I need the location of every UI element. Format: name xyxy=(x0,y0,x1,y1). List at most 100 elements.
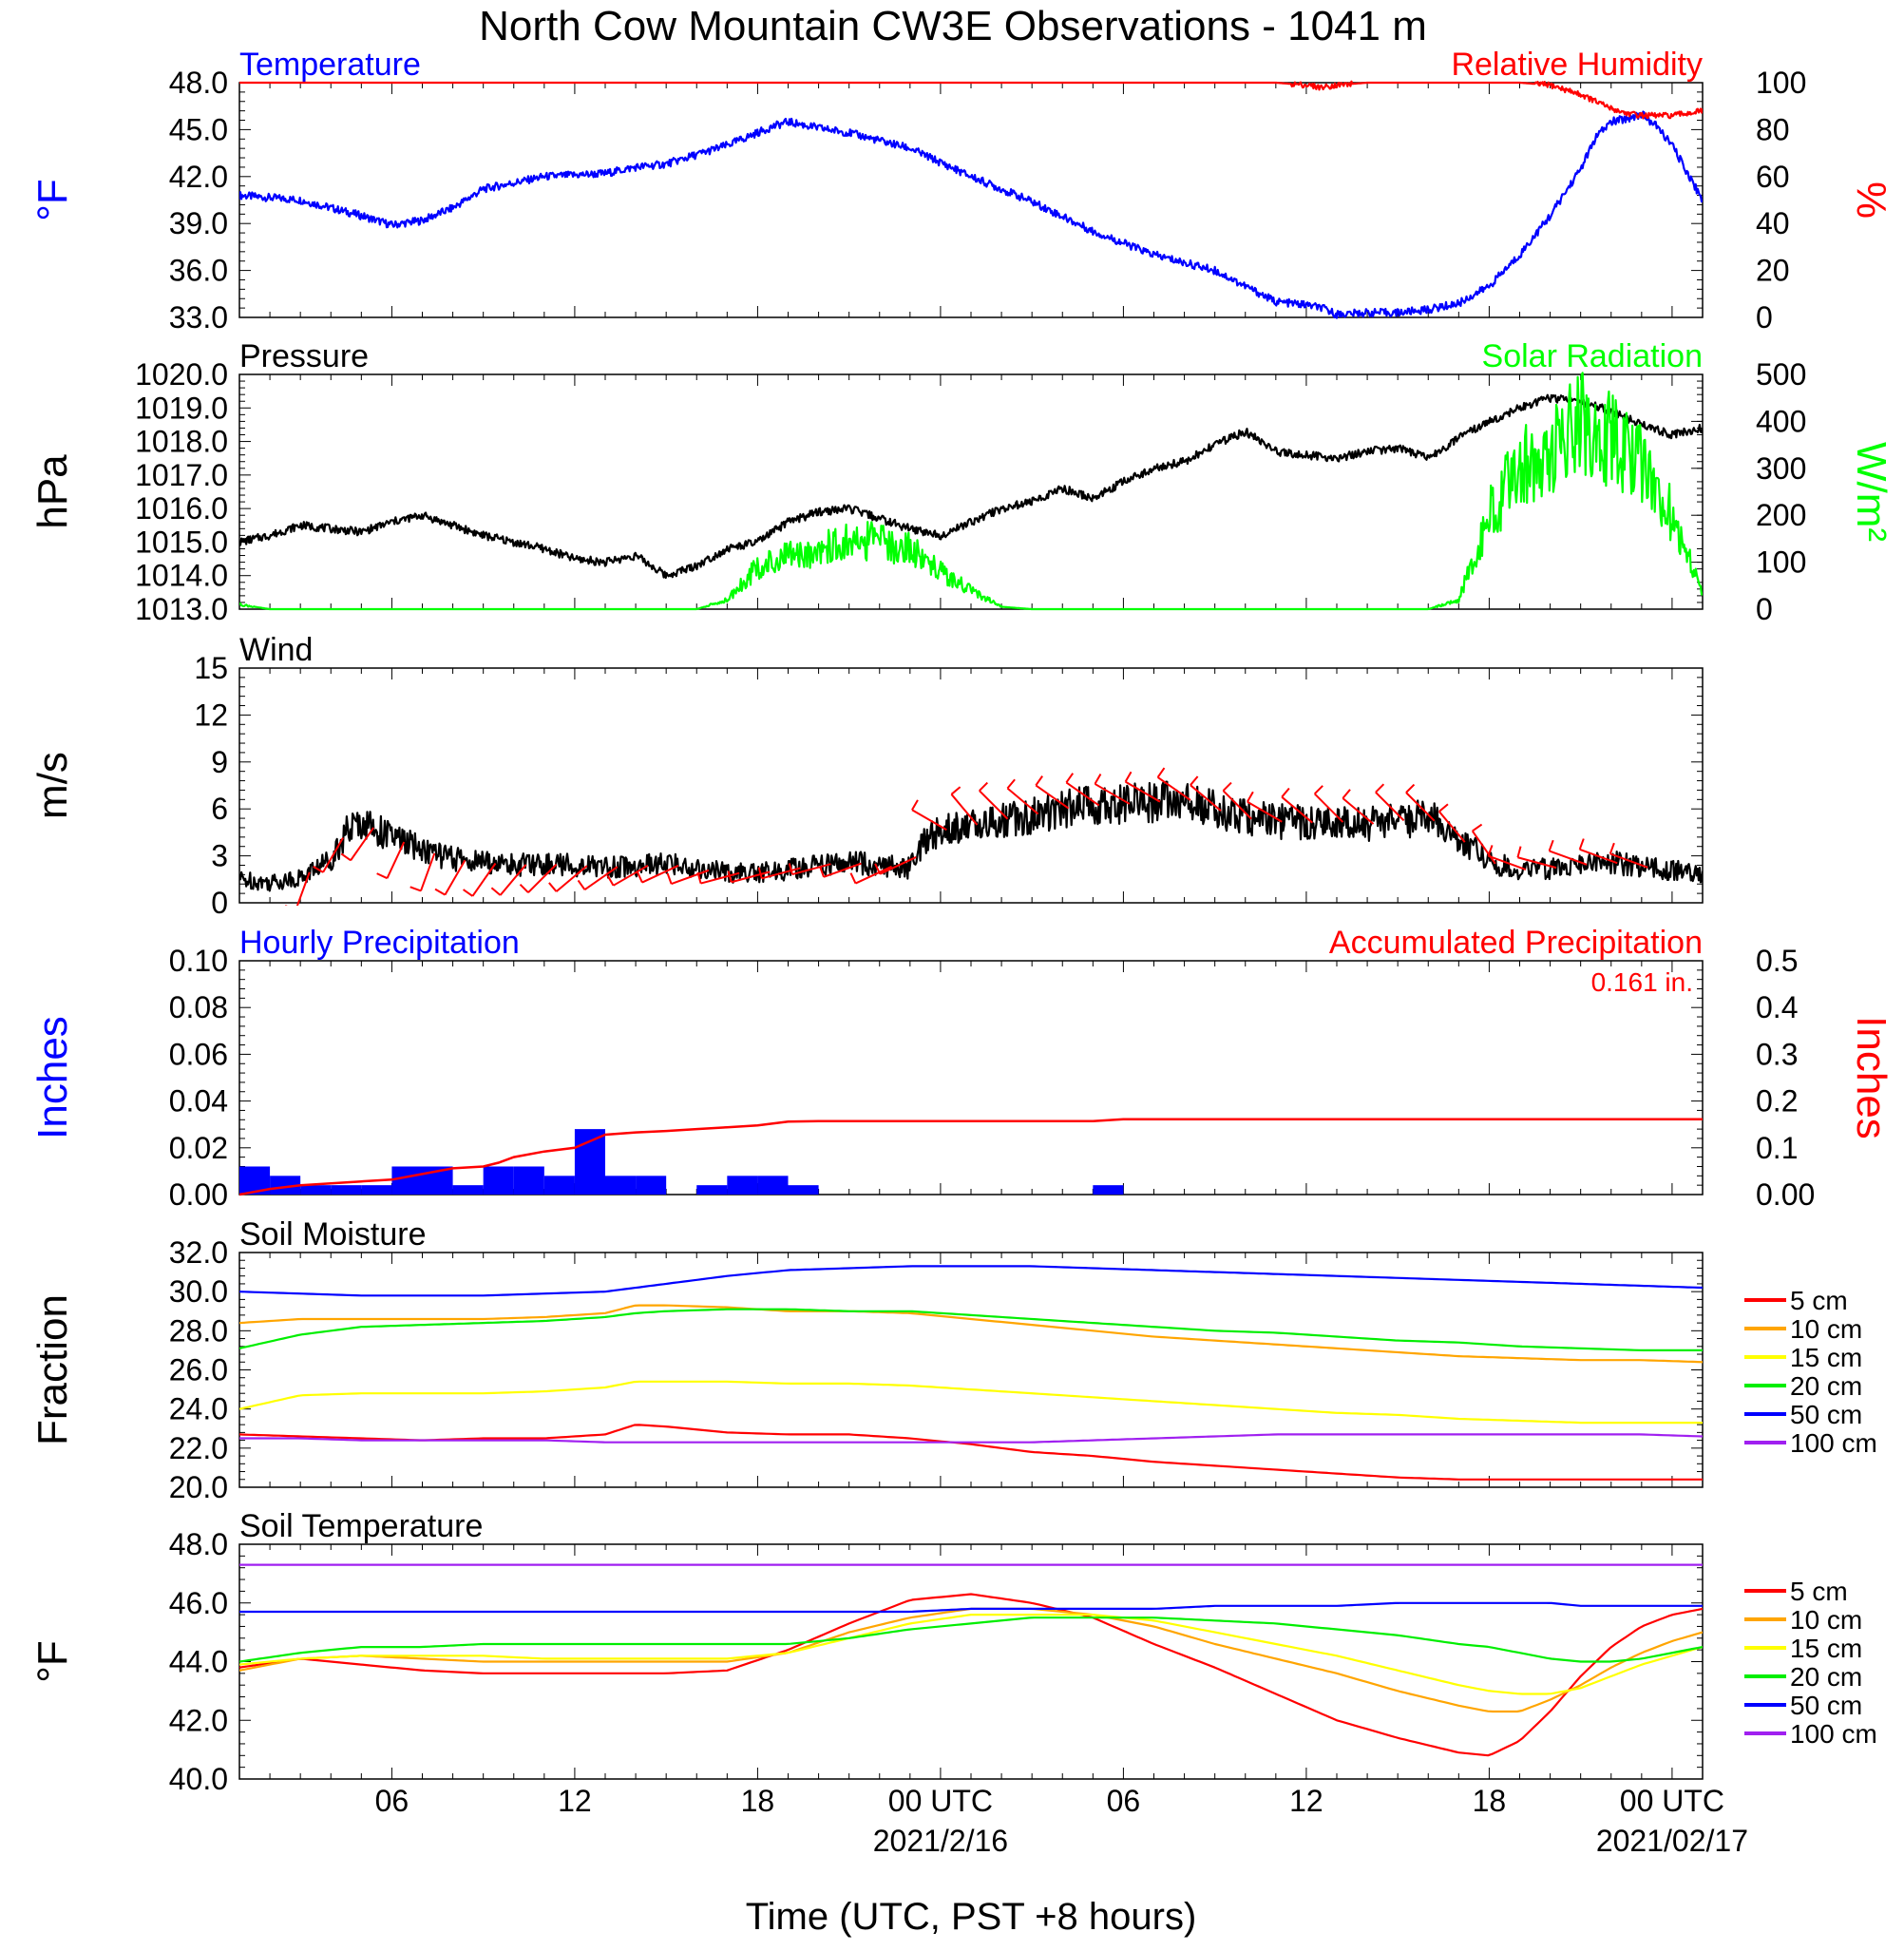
wind-barb xyxy=(950,794,979,826)
wind-barb-flag xyxy=(1516,846,1522,858)
wind-barb xyxy=(791,863,831,875)
wind-barb xyxy=(1375,791,1405,822)
wind-barb xyxy=(1125,780,1161,803)
wind-barb xyxy=(322,836,344,873)
wind-barb-flag xyxy=(849,872,857,884)
wind-barb-flag xyxy=(340,852,352,862)
series-relative-humidity xyxy=(239,80,1703,120)
precip-bar xyxy=(696,1185,728,1195)
y-tick-label-right: 400 xyxy=(1756,404,1806,438)
wind-barb xyxy=(1222,790,1252,820)
panel-right-title: Relative Humidity xyxy=(1451,47,1703,83)
precip-bar xyxy=(270,1176,301,1195)
y-tick-label-left: 0.02 xyxy=(169,1131,228,1165)
y-tick-label-left: 36.0 xyxy=(169,254,228,288)
chart-title: North Cow Mountain CW3E Observations - 1… xyxy=(479,3,1427,49)
wind-barb xyxy=(1549,850,1588,866)
wind-barb-flag xyxy=(696,871,702,884)
precip-bar xyxy=(300,1185,332,1195)
accumulated-total-label: 0.161 in. xyxy=(1591,967,1693,997)
wind-barb-flag xyxy=(285,905,288,906)
wind-barb-flag xyxy=(911,799,919,811)
panel-left-title: Soil Moisture xyxy=(239,1216,427,1253)
y-tick-label-left: 6 xyxy=(211,792,228,826)
y-tick-label-right: 0.1 xyxy=(1756,1131,1798,1165)
precip-bar xyxy=(543,1176,575,1195)
wind-barb-flag xyxy=(519,883,529,893)
panel-left-title: Temperature xyxy=(239,47,421,83)
wind-barb-flag xyxy=(1548,839,1554,851)
wind-barb xyxy=(420,852,436,891)
wind-barb-flag xyxy=(1487,845,1494,857)
plot-area xyxy=(239,1118,1703,1196)
y-tick-label-right: 100 xyxy=(1756,66,1806,100)
series-20-cm xyxy=(239,1308,1703,1351)
wind-barb xyxy=(855,865,893,885)
wind-barb xyxy=(1190,784,1222,812)
y-tick-label-left: 30.0 xyxy=(169,1274,228,1309)
wind-barb xyxy=(613,864,649,887)
y-tick-label-left: 1016.0 xyxy=(135,491,228,526)
y-tick-label-right: 0.2 xyxy=(1756,1084,1798,1119)
wind-barb xyxy=(295,871,311,906)
y-tick-label-right: 200 xyxy=(1756,498,1806,532)
y-tick-label-left: 1020.0 xyxy=(135,357,228,392)
wind-barb xyxy=(471,862,497,897)
wind-barb xyxy=(1247,800,1283,823)
wind-barb xyxy=(879,856,917,875)
wind-barb xyxy=(761,867,801,880)
plot-area xyxy=(239,80,1703,319)
wind-barb-flag xyxy=(409,886,422,892)
x-tick-label: 06 xyxy=(1107,1784,1141,1818)
wind-barb xyxy=(386,841,406,879)
panel-left-title: Pressure xyxy=(239,338,369,374)
x-date-label: 2021/2/16 xyxy=(873,1824,1008,1858)
y-tick-label-right: 0.00 xyxy=(1756,1177,1815,1212)
y-tick-label-left: 22.0 xyxy=(169,1431,228,1465)
wind-barb-flag xyxy=(490,887,502,896)
wind-barb xyxy=(700,871,740,885)
wind-barb xyxy=(1342,797,1375,825)
wind-barb-flag xyxy=(1375,783,1385,794)
panel-left-title: Hourly Precipitation xyxy=(239,925,520,961)
wind-barb xyxy=(911,809,947,832)
y-axis-label-right: % xyxy=(1848,182,1894,219)
x-axis-title: Time (UTC, PST +8 hours) xyxy=(746,1896,1197,1938)
series-100-cm xyxy=(239,1433,1703,1444)
y-tick-label-left: 48.0 xyxy=(169,1527,228,1561)
y-tick-label-right: 300 xyxy=(1756,451,1806,486)
y-tick-label-left: 26.0 xyxy=(169,1353,228,1387)
panel-pressure: 1013.01014.01015.01016.01017.01018.01019… xyxy=(29,338,1894,626)
wind-barb xyxy=(350,827,374,861)
y-tick-label-left: 40.0 xyxy=(169,1762,228,1796)
y-tick-label-left: 42.0 xyxy=(169,1703,228,1737)
y-tick-label-right: 0.3 xyxy=(1756,1037,1798,1071)
wind-barb xyxy=(1488,854,1527,871)
wind-barb xyxy=(1517,856,1557,870)
legend-label: 15 cm xyxy=(1790,1343,1862,1372)
precip-bar xyxy=(1093,1185,1124,1195)
legend-label: 15 cm xyxy=(1790,1634,1862,1663)
wind-barb-flag xyxy=(1006,778,1016,790)
precip-bar xyxy=(513,1166,544,1195)
y-axis-label-left: hPa xyxy=(29,454,76,529)
panel-soil_temperature: 40.0 42.0 44.0 46.0 48.0 Soil Temperature °F xyxy=(29,1508,1704,1796)
wind-barb-flag xyxy=(606,874,615,887)
series-20-cm xyxy=(239,1616,1703,1663)
wind-barb-flag xyxy=(1405,783,1416,794)
x-axis: 06 12 18 00 UTC 2021/2/16 06 12 18 00 UTC 2021/02… xyxy=(375,1784,1748,1858)
series-temperature xyxy=(239,110,1703,319)
y-tick-label-right: 40 xyxy=(1756,206,1790,240)
panel-left-title: Soil Temperature xyxy=(239,1508,483,1544)
legend-label: 50 cm xyxy=(1790,1400,1862,1429)
wind-barb-flag xyxy=(1094,774,1102,785)
wind-barb xyxy=(1281,795,1313,824)
y-tick-label-right: 0 xyxy=(1756,592,1773,626)
wind-barb xyxy=(1094,783,1131,805)
panel-temperature: 33.0 36.0 39.0 42.0 45.0 48.0 0 20 40 60 80 100 Temp… xyxy=(29,47,1894,335)
y-tick-label-left: 12 xyxy=(194,698,228,732)
precip-bar xyxy=(361,1185,392,1195)
precip-bar xyxy=(605,1176,637,1195)
y-tick-label-right: 20 xyxy=(1756,254,1790,288)
